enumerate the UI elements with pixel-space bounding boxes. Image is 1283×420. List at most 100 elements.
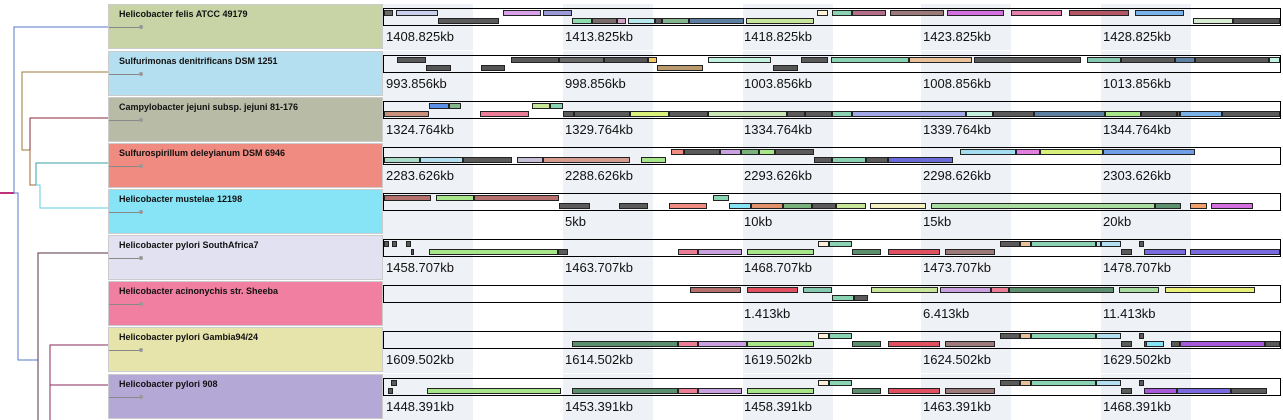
- aligned-block[interactable]: [1176, 388, 1231, 394]
- alignment-track[interactable]: [383, 331, 1281, 349]
- aligned-block[interactable]: [1000, 333, 1021, 339]
- aligned-block[interactable]: [1105, 111, 1142, 117]
- aligned-block[interactable]: [870, 287, 938, 293]
- aligned-block[interactable]: [543, 157, 631, 163]
- aligned-block[interactable]: [1139, 380, 1144, 386]
- aligned-block[interactable]: [772, 65, 798, 71]
- aligned-block[interactable]: [851, 341, 882, 347]
- aligned-block[interactable]: [543, 10, 573, 16]
- aligned-block[interactable]: [384, 157, 420, 163]
- aligned-block[interactable]: [890, 10, 944, 16]
- aligned-block[interactable]: [1269, 57, 1280, 63]
- aligned-block[interactable]: [1020, 333, 1031, 339]
- aligned-block[interactable]: [558, 203, 591, 209]
- aligned-block[interactable]: [1165, 287, 1255, 293]
- genome-label-panel[interactable]: Helicobacter acinonychis str. Sheeba: [108, 281, 383, 326]
- aligned-block[interactable]: [684, 149, 720, 155]
- aligned-block[interactable]: [803, 287, 832, 293]
- aligned-block[interactable]: [462, 157, 513, 163]
- aligned-block[interactable]: [616, 18, 626, 24]
- aligned-block[interactable]: [603, 57, 649, 63]
- aligned-block[interactable]: [670, 149, 685, 155]
- aligned-block[interactable]: [720, 149, 741, 155]
- aligned-block[interactable]: [782, 203, 813, 209]
- aligned-block[interactable]: [746, 388, 815, 394]
- aligned-block[interactable]: [479, 111, 530, 117]
- aligned-block[interactable]: [1015, 149, 1040, 155]
- aligned-block[interactable]: [572, 341, 678, 347]
- aligned-block[interactable]: [746, 287, 798, 293]
- aligned-block[interactable]: [572, 18, 592, 24]
- aligned-block[interactable]: [1145, 341, 1164, 347]
- aligned-block[interactable]: [1069, 10, 1130, 16]
- aligned-block[interactable]: [712, 195, 729, 201]
- aligned-block[interactable]: [1264, 341, 1280, 347]
- aligned-block[interactable]: [563, 111, 574, 117]
- aligned-block[interactable]: [944, 341, 996, 347]
- aligned-block[interactable]: [618, 203, 649, 209]
- aligned-block[interactable]: [832, 10, 852, 16]
- aligned-block[interactable]: [851, 111, 967, 117]
- aligned-block[interactable]: [745, 18, 815, 24]
- alignment-track[interactable]: [383, 378, 1281, 396]
- aligned-block[interactable]: [384, 111, 429, 117]
- aligned-block[interactable]: [1030, 380, 1097, 386]
- aligned-block[interactable]: [728, 203, 752, 209]
- aligned-block[interactable]: [993, 111, 1035, 117]
- aligned-block[interactable]: [939, 287, 992, 293]
- aligned-block[interactable]: [384, 195, 431, 201]
- aligned-block[interactable]: [437, 18, 499, 24]
- aligned-block[interactable]: [503, 10, 541, 16]
- aligned-block[interactable]: [851, 388, 882, 394]
- aligned-block[interactable]: [397, 57, 427, 63]
- aligned-block[interactable]: [817, 241, 830, 247]
- aligned-block[interactable]: [816, 10, 828, 16]
- aligned-block[interactable]: [854, 295, 868, 301]
- aligned-block[interactable]: [887, 157, 953, 163]
- aligned-block[interactable]: [746, 249, 815, 255]
- genome-label-panel[interactable]: Helicobacter pylori 908: [108, 374, 383, 419]
- aligned-block[interactable]: [1221, 111, 1280, 117]
- aligned-block[interactable]: [832, 157, 867, 163]
- aligned-block[interactable]: [1118, 287, 1160, 293]
- aligned-block[interactable]: [435, 195, 474, 201]
- aligned-block[interactable]: [1176, 111, 1180, 117]
- aligned-block[interactable]: [1120, 388, 1133, 394]
- aligned-block[interactable]: [688, 18, 745, 24]
- alignment-track[interactable]: [383, 147, 1281, 165]
- aligned-block[interactable]: [1154, 203, 1182, 209]
- aligned-block[interactable]: [572, 388, 678, 394]
- aligned-block[interactable]: [1087, 57, 1121, 63]
- aligned-block[interactable]: [869, 203, 927, 209]
- aligned-block[interactable]: [697, 388, 743, 394]
- aligned-block[interactable]: [1190, 249, 1280, 255]
- aligned-block[interactable]: [661, 18, 689, 24]
- aligned-block[interactable]: [697, 249, 743, 255]
- genome-label-panel[interactable]: Sulfurospirillum deleyianum DSM 6946: [108, 143, 383, 188]
- aligned-block[interactable]: [740, 149, 759, 155]
- aligned-block[interactable]: [909, 57, 972, 63]
- aligned-block[interactable]: [1143, 249, 1186, 255]
- aligned-block[interactable]: [1009, 287, 1115, 293]
- aligned-block[interactable]: [630, 111, 669, 117]
- aligned-block[interactable]: [1194, 57, 1270, 63]
- genome-label-panel[interactable]: Helicobacter mustelae 12198: [108, 189, 383, 234]
- aligned-block[interactable]: [814, 157, 832, 163]
- aligned-block[interactable]: [746, 341, 815, 347]
- aligned-block[interactable]: [641, 157, 667, 163]
- aligned-block[interactable]: [516, 157, 544, 163]
- aligned-block[interactable]: [1102, 149, 1195, 155]
- alignment-track[interactable]: [383, 101, 1281, 119]
- aligned-block[interactable]: [697, 341, 747, 347]
- alignment-track[interactable]: [383, 285, 1281, 303]
- aligned-block[interactable]: [648, 57, 658, 63]
- aligned-block[interactable]: [573, 111, 631, 117]
- aligned-block[interactable]: [1120, 249, 1133, 255]
- aligned-block[interactable]: [428, 249, 558, 255]
- aligned-block[interactable]: [1000, 241, 1021, 247]
- aligned-block[interactable]: [866, 157, 888, 163]
- aligned-block[interactable]: [426, 65, 452, 71]
- aligned-block[interactable]: [1143, 388, 1177, 394]
- aligned-block[interactable]: [832, 111, 852, 117]
- alignment-track[interactable]: [383, 55, 1281, 73]
